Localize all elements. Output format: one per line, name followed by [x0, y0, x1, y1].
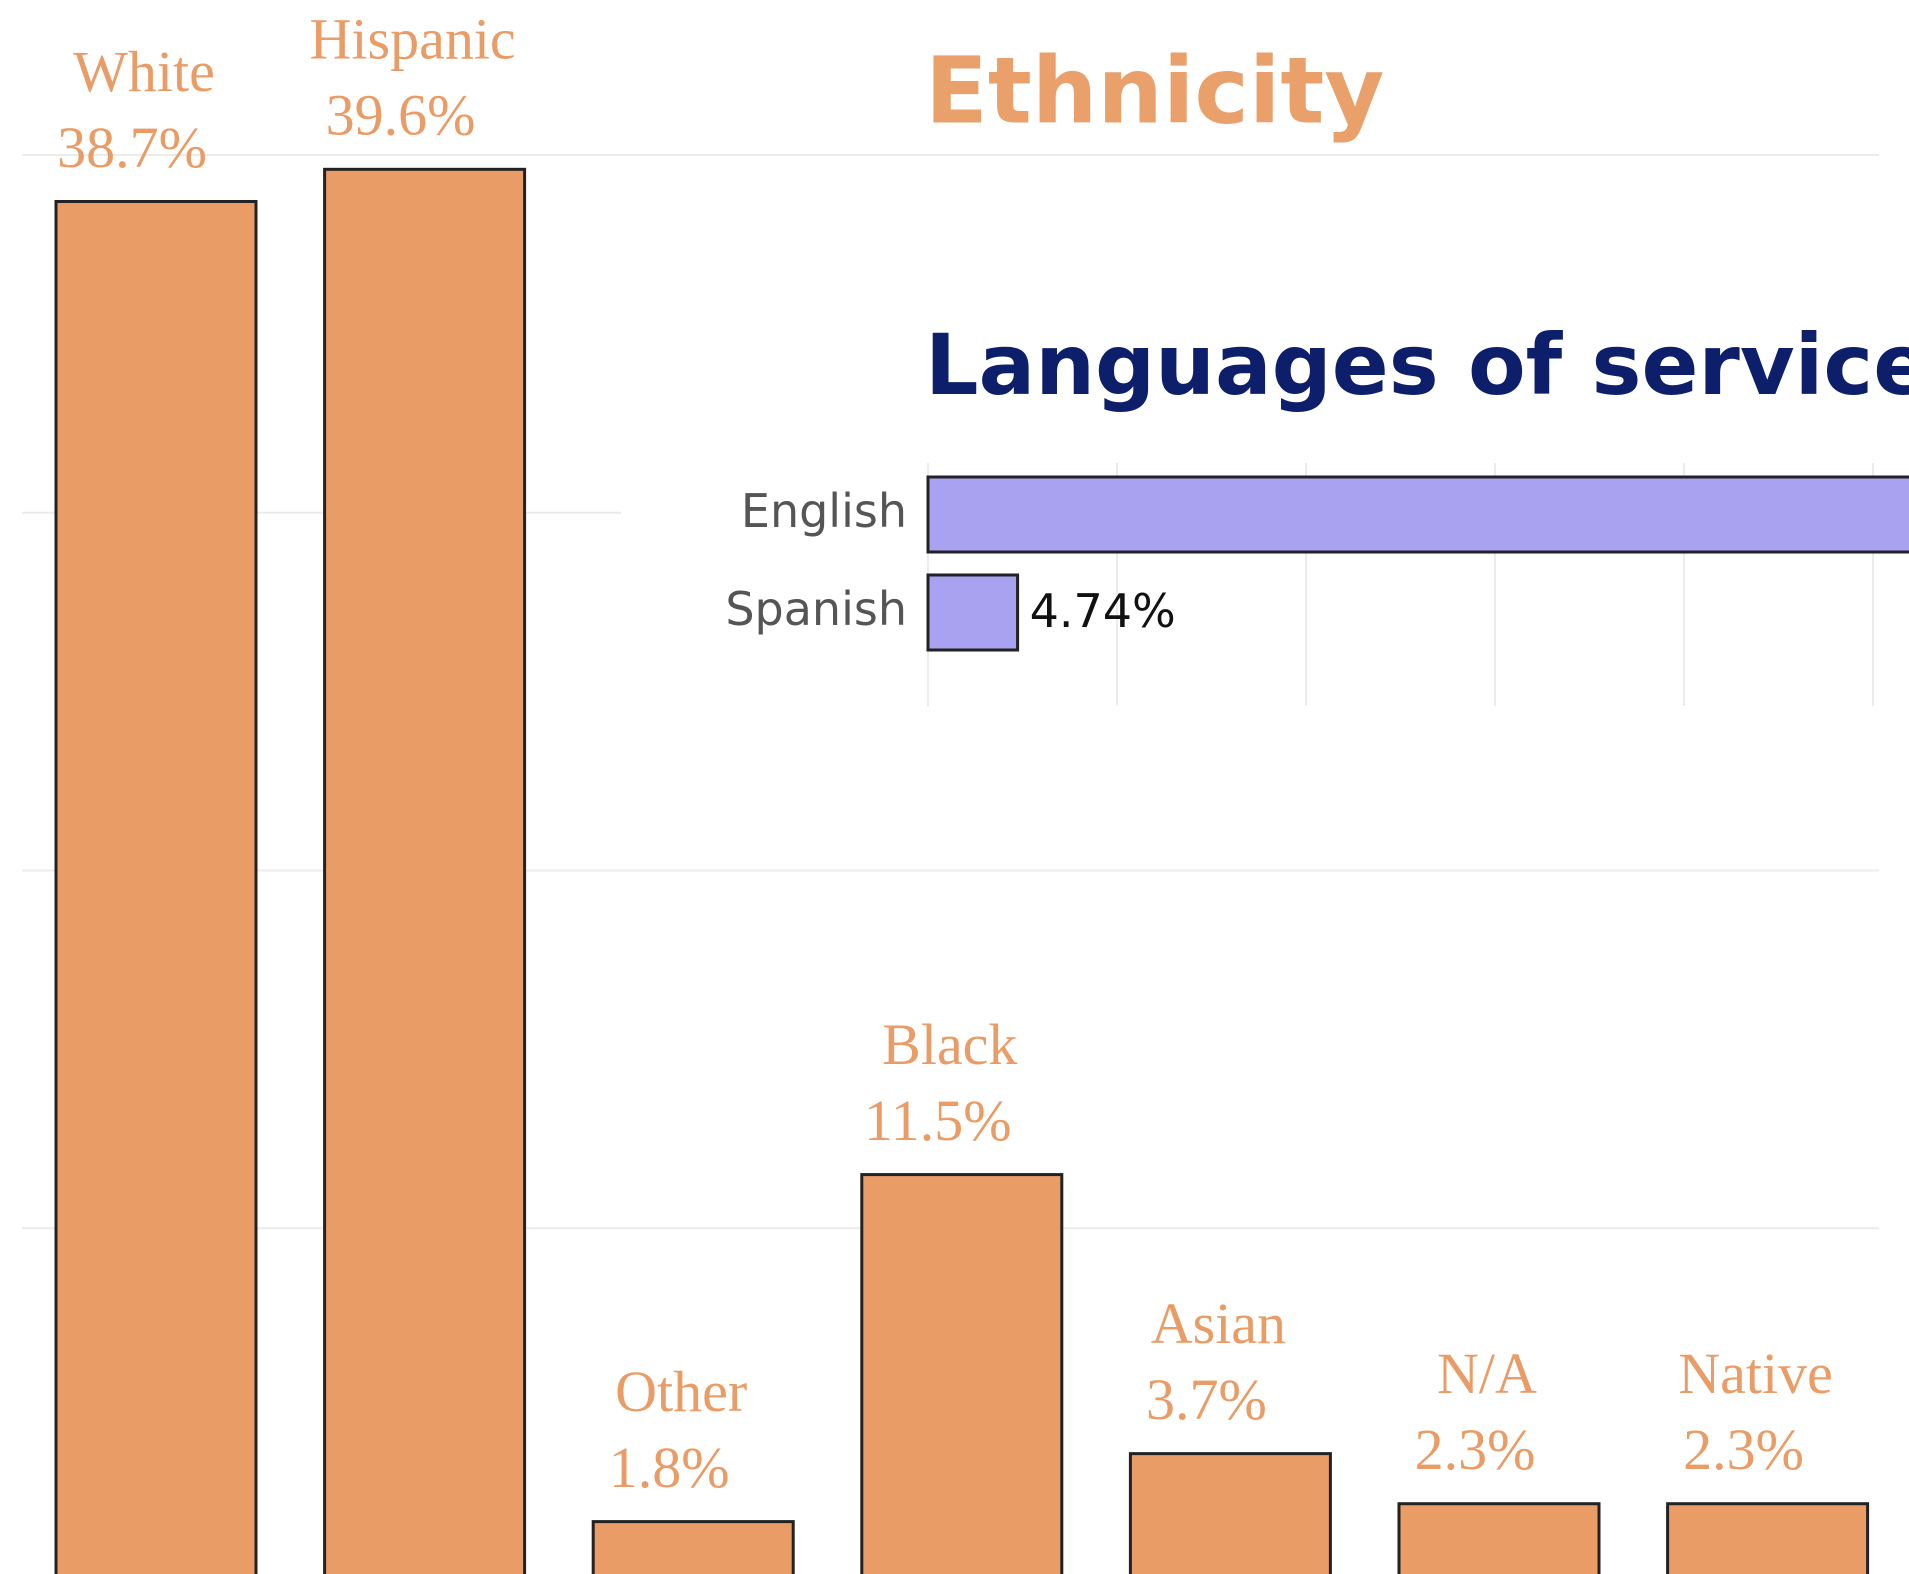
category-label: Spanish — [725, 582, 907, 636]
category-label: N/A — [1437, 1341, 1537, 1406]
bar — [54, 200, 258, 1574]
bar — [926, 475, 1909, 554]
category-label: White — [73, 39, 215, 104]
ethnicity-chart: White 38.7% Hispanic 39.6% Other 1.8% Black 11.… — [22, 7, 1879, 1574]
bar — [1397, 1502, 1601, 1574]
bar — [323, 167, 527, 1574]
language-chart: English Spanish 4.74% — [725, 463, 1909, 706]
value-label: 4.74% — [1030, 584, 1176, 638]
language-panel — [621, 183, 1909, 733]
value-label: 11.5% — [864, 1088, 1012, 1153]
category-label: Black — [882, 1012, 1017, 1077]
value-label: 39.6% — [326, 83, 476, 148]
bar — [1128, 1452, 1332, 1574]
chart-title: Ethnicity — [925, 37, 1384, 144]
value-label: 1.8% — [609, 1435, 730, 1500]
chart-title: Languages of service — [925, 316, 1909, 414]
value-label: 38.7% — [57, 115, 207, 180]
bar — [860, 1173, 1064, 1574]
category-label: Asian — [1151, 1291, 1286, 1356]
bar — [1666, 1502, 1870, 1574]
bar — [591, 1520, 795, 1574]
bar — [926, 573, 1020, 652]
value-label: 2.3% — [1415, 1417, 1536, 1482]
category-label: Native — [1678, 1341, 1833, 1406]
category-label: Other — [615, 1359, 747, 1424]
value-label: 2.3% — [1683, 1417, 1804, 1482]
category-label: English — [741, 484, 907, 538]
value-label: 3.7% — [1146, 1367, 1267, 1432]
category-label: Hispanic — [310, 7, 516, 72]
